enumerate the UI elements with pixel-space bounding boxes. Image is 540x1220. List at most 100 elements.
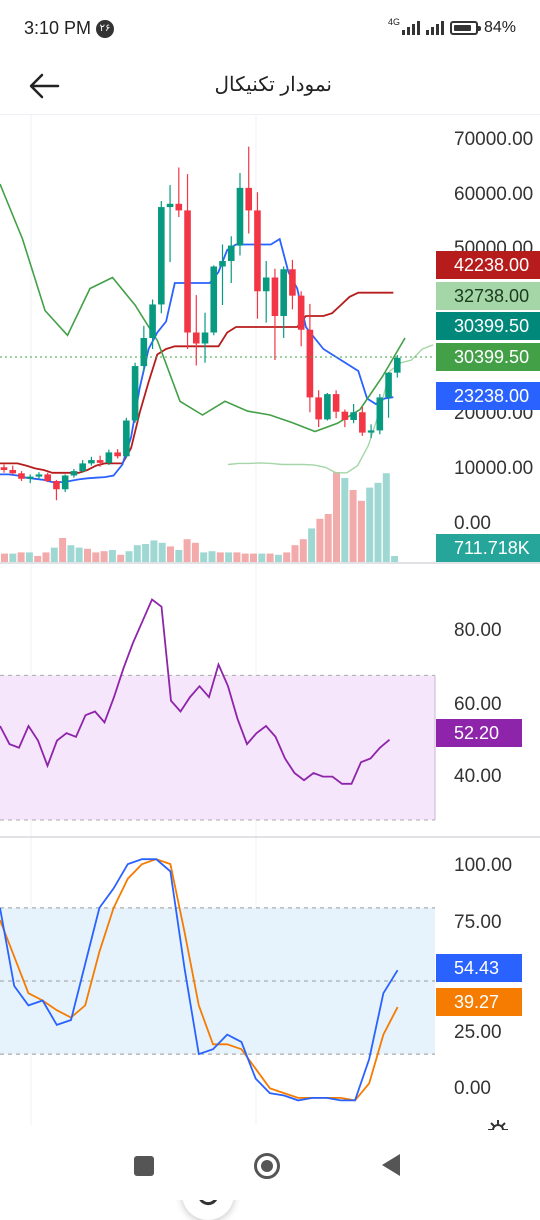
volume-bar <box>108 550 116 562</box>
price-tag: 23238.00 <box>436 382 540 410</box>
battery-level: 84% <box>483 19 516 36</box>
candle-body <box>359 412 366 433</box>
volume-bar <box>100 551 108 562</box>
candle-body <box>210 266 218 333</box>
candle-body <box>166 203 174 208</box>
candle-body <box>53 481 60 490</box>
volume-bar <box>341 478 349 562</box>
candle-body <box>350 412 357 420</box>
volume-bar <box>299 539 307 562</box>
volume-bar <box>357 500 365 562</box>
stoch-k-line <box>0 858 399 1102</box>
candle-body <box>306 329 314 398</box>
volume-bar <box>25 552 33 562</box>
volume-bar <box>291 545 299 562</box>
back-button[interactable] <box>26 70 66 102</box>
volume-bar <box>84 548 91 562</box>
candle-body <box>114 452 121 457</box>
volume-bar <box>266 553 274 562</box>
candle-body <box>35 474 43 477</box>
rsi-axis-label: 60.00 <box>454 694 502 715</box>
status-time: 3:10 PM <box>24 18 92 38</box>
status-bar: 3:10 PM ۲۶ 4G 84% <box>0 0 540 58</box>
candle-body <box>236 187 244 246</box>
candle-body <box>26 476 34 479</box>
volume-bar <box>158 542 166 562</box>
candle-body <box>341 411 349 420</box>
candle-body <box>315 397 322 420</box>
candle-body <box>18 473 25 479</box>
candle-body <box>262 277 270 292</box>
volume-bar <box>125 551 133 562</box>
volume-bar <box>92 552 100 562</box>
volume-bar <box>382 473 390 562</box>
candle-body <box>131 366 139 421</box>
volume-bar <box>34 556 42 562</box>
volume-bar <box>233 552 241 562</box>
rsi-value-tag: 52.20 <box>436 719 522 747</box>
volume-tag: 711.718K <box>436 534 540 562</box>
volume-bar <box>133 545 141 562</box>
candle-body <box>254 210 261 292</box>
candle-body <box>149 304 156 338</box>
notification-badge: ۲۶ <box>96 20 114 38</box>
volume-bar <box>117 554 125 562</box>
volume-bar <box>274 554 282 562</box>
arrow-left-icon <box>29 73 60 99</box>
candle-body <box>0 467 8 470</box>
volume-bar <box>9 553 17 562</box>
volume-bar <box>374 482 382 562</box>
volume-bar <box>250 553 257 562</box>
chart-canvas[interactable] <box>0 115 540 1145</box>
home-button[interactable] <box>254 1153 280 1179</box>
stoch-axis-label: 0.00 <box>454 1078 491 1099</box>
price-axis-label: 60000.00 <box>454 184 534 205</box>
recents-button[interactable] <box>134 1156 154 1176</box>
app-header: نمودار تکنیکال <box>0 58 540 115</box>
price-axis-label: 10000.00 <box>454 458 534 479</box>
volume-bar <box>191 542 199 562</box>
candle-body <box>271 277 279 316</box>
price-axis-label: 70000.00 <box>454 129 534 150</box>
system-nav-bar <box>0 1130 540 1200</box>
network-type: 4G <box>387 17 400 27</box>
volume-bar <box>366 487 374 562</box>
candle-body <box>123 420 130 457</box>
volume-bar <box>183 539 191 562</box>
candle-body <box>61 475 69 490</box>
candle-body <box>158 207 165 305</box>
volume-bar <box>200 552 208 562</box>
back-nav-button[interactable] <box>382 1154 400 1176</box>
page-title: نمودار تکنیکال <box>214 74 333 96</box>
candle-body <box>376 397 384 431</box>
volume-bar <box>241 553 249 562</box>
volume-bar <box>1 553 8 562</box>
candle-body <box>385 372 392 398</box>
volume-bar <box>258 553 266 562</box>
candle-body <box>245 187 253 211</box>
stoch-d-tag: 39.27 <box>436 988 522 1016</box>
rsi-axis-label: 40.00 <box>454 766 502 787</box>
candle-body <box>201 332 209 344</box>
stoch-axis-label: 25.00 <box>454 1022 502 1043</box>
price-axis-label: 0.00 <box>454 513 491 534</box>
volume-bar <box>316 518 324 562</box>
signal-2-icon <box>425 21 444 35</box>
volume-bar <box>42 552 50 562</box>
chart-area[interactable]: 70000.00 60000.00 50000.00 20000.00 1000… <box>0 115 540 1220</box>
volume-bar <box>150 540 158 562</box>
candle-body <box>297 295 305 330</box>
candle-body <box>140 338 148 367</box>
ma-line-green <box>0 183 406 433</box>
volume-bar <box>175 550 183 562</box>
volume-bar <box>142 544 150 562</box>
candle-body <box>219 261 226 267</box>
candle-body <box>44 474 51 481</box>
candle-body <box>96 460 104 463</box>
rsi-line <box>0 598 391 785</box>
battery-icon <box>449 21 481 35</box>
price-tag: 32738.00 <box>436 282 540 310</box>
volume-bar <box>75 547 83 562</box>
price-tag: 30399.50 <box>436 343 540 371</box>
candle-body <box>184 210 191 333</box>
